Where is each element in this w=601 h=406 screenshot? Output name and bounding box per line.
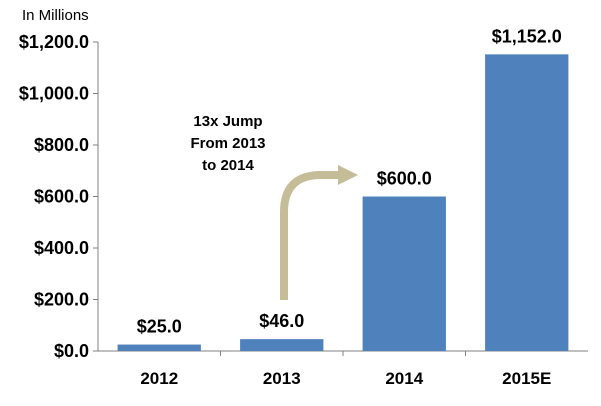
y-tick-label: $1,000.0 — [19, 84, 89, 104]
y-tick-label: $0.0 — [54, 341, 89, 361]
y-tick-label: $200.0 — [34, 290, 89, 310]
annotation-line-3: to 2014 — [202, 157, 254, 174]
jump-arrow-head — [338, 165, 358, 185]
annotation-line-2: From 2013 — [190, 135, 265, 152]
data-label: $25.0 — [137, 317, 182, 337]
y-tick-group: $0.0 $200.0 $400.0 $600.0 $800.0 $1,000.0 $1,2… — [19, 32, 98, 361]
bar — [485, 54, 569, 352]
x-tick-group: 2012 2013 2014 2015E — [140, 351, 551, 388]
data-label: $46.0 — [259, 311, 304, 331]
jump-arrow — [280, 171, 340, 300]
x-tick-label: 2014 — [385, 369, 423, 388]
bar — [362, 196, 446, 351]
y-tick-label: $600.0 — [34, 187, 89, 207]
x-tick-label: 2013 — [263, 369, 301, 388]
data-label-group: $25.0 $46.0 $600.0 $1,152.0 — [137, 26, 562, 336]
y-tick-label: $1,200.0 — [19, 32, 89, 52]
bar — [240, 339, 324, 351]
bar-group — [117, 54, 569, 352]
y-tick-label: $400.0 — [34, 238, 89, 258]
data-label: $600.0 — [377, 169, 432, 189]
annotation-line-1: 13x Jump — [193, 113, 262, 130]
unit-label: In Millions — [22, 7, 89, 24]
x-tick-label: 2015E — [502, 369, 551, 388]
x-tick-label: 2012 — [140, 369, 178, 388]
bar — [117, 344, 201, 351]
data-label: $1,152.0 — [492, 26, 562, 46]
y-tick-label: $800.0 — [34, 135, 89, 155]
